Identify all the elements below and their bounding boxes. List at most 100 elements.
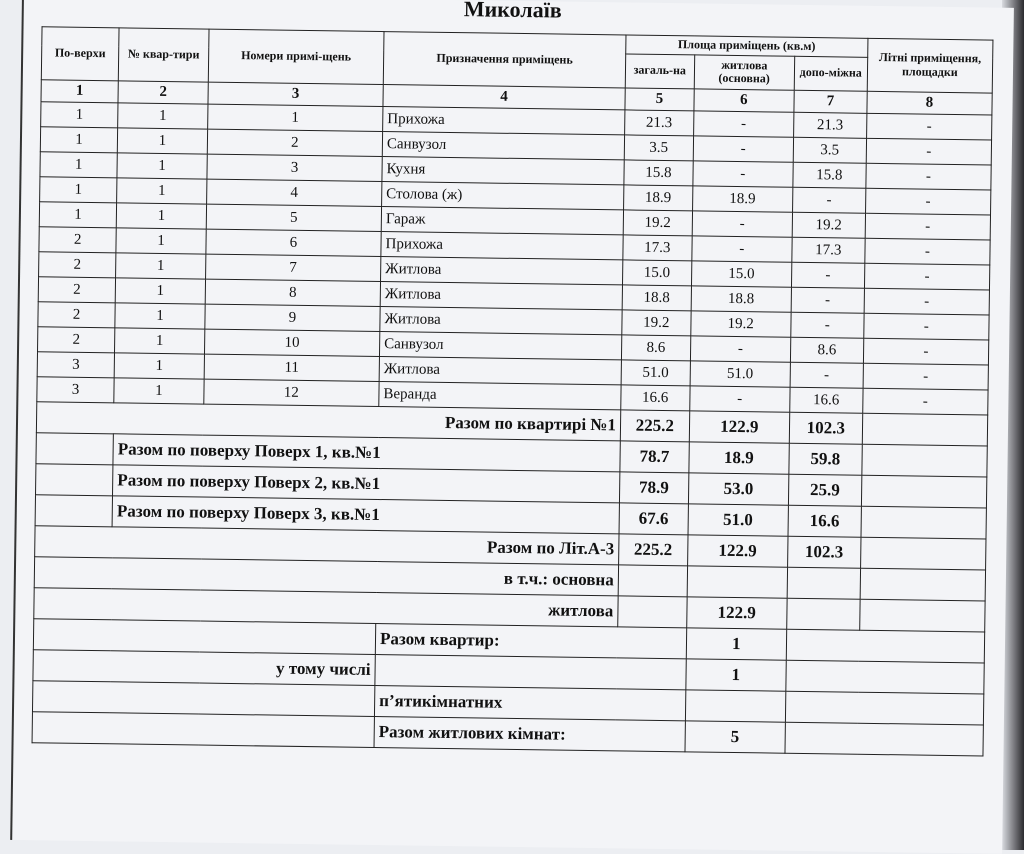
column-number: 2	[118, 80, 209, 105]
apartment-cell: 1	[117, 127, 208, 155]
purpose-cell: Гараж	[381, 206, 624, 235]
count-value: 1	[686, 627, 787, 661]
floor-cell: 3	[36, 376, 115, 403]
floor-cell: 2	[38, 251, 117, 278]
room-number-cell: 2	[207, 129, 383, 157]
apartment-cell: 1	[116, 227, 207, 255]
summer-area-cell: -	[864, 213, 991, 241]
label-cell: у тому числі	[32, 649, 376, 686]
floor-cell: 2	[38, 226, 117, 253]
floor-cell: 2	[37, 301, 116, 328]
empty-cell	[785, 660, 985, 695]
column-number: 6	[693, 88, 795, 113]
summer-area-cell: -	[864, 238, 991, 266]
count-value: 5	[684, 720, 786, 754]
empty-cell	[35, 463, 114, 496]
auxiliary-area-cell: 19.2	[791, 212, 866, 239]
apartment-cell: 1	[114, 327, 205, 355]
empty-cell	[859, 599, 986, 633]
header-summer: Літні приміщення, площадки	[867, 38, 993, 93]
room-area-table: По-верхи № квар-тири Номери примі-щень П…	[32, 26, 994, 757]
empty-cell	[784, 722, 984, 757]
floor-cell: 2	[38, 276, 116, 303]
living-area-cell: 51.0	[689, 360, 791, 388]
living-area-cell: -	[691, 210, 793, 238]
empty-cell	[35, 432, 114, 465]
apartment-cell: 1	[117, 152, 208, 180]
room-number-cell: 3	[206, 154, 383, 182]
total-value	[786, 598, 860, 631]
floor-cell: 1	[39, 151, 118, 178]
total-value	[786, 567, 861, 600]
header-purpose: Призначення приміщень	[383, 31, 626, 88]
auxiliary-area-cell: -	[790, 312, 864, 339]
total-value: 59.8	[788, 443, 863, 476]
auxiliary-area-cell: 16.6	[789, 387, 863, 414]
floor-cell: 2	[37, 326, 116, 353]
column-number: 8	[866, 91, 993, 116]
total-area-cell: 8.6	[621, 334, 691, 361]
living-area-cell: -	[692, 135, 794, 163]
column-number: 5	[624, 87, 694, 111]
auxiliary-area-cell: -	[789, 362, 864, 389]
total-area-cell: 19.2	[621, 309, 691, 336]
count-value	[685, 689, 786, 723]
total-area-cell: 18.9	[623, 184, 693, 211]
living-area-cell: -	[693, 110, 794, 138]
label-cell	[374, 654, 687, 690]
room-number-cell: 11	[203, 354, 380, 382]
purpose-cell: Прихожа	[382, 106, 625, 135]
document-sheet: Миколаїв По-верхи № квар-тири Номери при…	[10, 0, 1014, 854]
empty-cell	[786, 629, 985, 664]
floor-cell: 1	[39, 201, 117, 228]
room-number-cell: 5	[206, 204, 382, 232]
total-area-cell: 15.0	[622, 259, 692, 286]
total-area-cell: 17.3	[622, 234, 692, 261]
count-value: 1	[685, 658, 787, 692]
apartment-cell: 1	[117, 102, 208, 130]
total-value	[686, 565, 788, 599]
purpose-cell: Санвузол	[379, 331, 622, 360]
room-number-cell: 6	[205, 229, 382, 257]
auxiliary-area-cell: 21.3	[793, 112, 867, 139]
total-value: 25.9	[788, 474, 862, 507]
room-number-cell: 8	[205, 279, 381, 307]
total-area-cell: 16.6	[620, 384, 690, 411]
living-area-cell: 15.0	[691, 260, 792, 288]
label-cell: Разом житлових кімнат:	[374, 716, 686, 752]
living-area-cell: -	[690, 335, 791, 363]
purpose-cell: Житлова	[380, 281, 623, 310]
apartment-cell: 1	[115, 302, 206, 330]
summer-area-cell: -	[863, 338, 989, 366]
total-area-cell: 19.2	[623, 209, 693, 236]
summer-area-cell: -	[865, 188, 991, 216]
empty-cell	[860, 537, 986, 571]
empty-cell	[860, 506, 987, 540]
apartment-cell: 1	[116, 177, 207, 205]
total-value: 67.6	[618, 502, 689, 535]
summer-area-cell: -	[866, 113, 992, 141]
header-living: житлова (основна)	[693, 54, 795, 91]
room-number-cell: 12	[203, 379, 380, 407]
total-area-cell: 15.8	[623, 159, 693, 186]
column-number: 3	[207, 81, 384, 107]
header-apartment: № квар-тири	[118, 27, 209, 82]
total-value: 122.9	[686, 596, 787, 630]
column-number: 1	[40, 79, 119, 103]
total-value	[617, 595, 687, 628]
empty-cell	[785, 691, 984, 726]
summer-area-cell: -	[862, 388, 989, 416]
label-cell	[32, 680, 375, 717]
total-value: 78.9	[619, 471, 689, 504]
summer-area-cell: -	[863, 313, 990, 341]
summer-area-cell: -	[865, 163, 992, 191]
auxiliary-area-cell: -	[792, 187, 866, 214]
summer-area-cell: -	[864, 263, 990, 291]
room-number-cell: 10	[204, 329, 380, 357]
empty-cell	[861, 475, 987, 509]
auxiliary-area-cell: 17.3	[791, 237, 865, 264]
summer-area-cell: -	[862, 363, 989, 391]
empty-cell	[859, 568, 986, 602]
total-value: 122.9	[687, 534, 788, 568]
auxiliary-area-cell: 3.5	[793, 137, 867, 164]
